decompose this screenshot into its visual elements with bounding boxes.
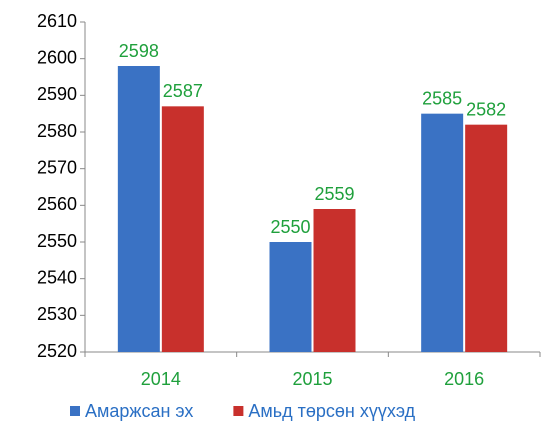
y-tick-label: 2610 [37, 11, 77, 31]
legend-swatch [233, 406, 244, 416]
data-label: 2587 [163, 81, 203, 101]
data-label: 2598 [119, 41, 159, 61]
y-tick-label: 2580 [37, 121, 77, 141]
y-tick-label: 2560 [37, 194, 77, 214]
x-tick-label: 2014 [141, 369, 181, 389]
data-label: 2585 [422, 88, 462, 108]
bar [421, 113, 464, 353]
y-tick-label: 2540 [37, 267, 77, 287]
bar [117, 66, 160, 352]
y-tick-label: 2590 [37, 84, 77, 104]
legend-swatch [70, 406, 80, 416]
bar [465, 124, 508, 353]
bar [269, 242, 312, 352]
y-tick-label: 2570 [37, 157, 77, 177]
y-tick-label: 2550 [37, 231, 77, 251]
data-label: 2550 [270, 217, 310, 237]
y-tick-label: 2530 [37, 304, 77, 324]
x-tick-label: 2016 [444, 369, 484, 389]
y-tick-label: 2520 [37, 341, 77, 361]
data-label: 2582 [466, 99, 506, 119]
bar [161, 106, 204, 352]
bar [313, 209, 356, 352]
data-label: 2559 [314, 184, 354, 204]
legend-label: Амьд төрсөн хүүхэд [248, 401, 415, 421]
x-tick-label: 2015 [292, 369, 332, 389]
y-tick-label: 2600 [37, 47, 77, 67]
legend-label: Амаржсан эх [85, 401, 193, 421]
